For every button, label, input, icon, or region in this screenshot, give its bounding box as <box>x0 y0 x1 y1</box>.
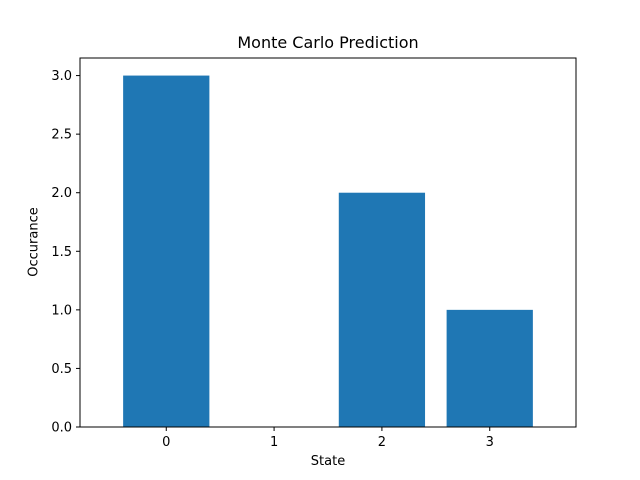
y-tick-label: 3.0 <box>51 69 72 84</box>
y-tick-label: 2.5 <box>51 128 72 143</box>
bar-state-0 <box>123 75 210 428</box>
y-tick-label: 1.0 <box>51 303 72 318</box>
x-tick-label: 2 <box>378 435 386 450</box>
y-tick-label: 2.0 <box>51 186 72 201</box>
y-tick-label: 1.5 <box>51 245 72 260</box>
bar-state-3 <box>446 309 533 427</box>
y-tick-label: 0.5 <box>51 362 72 377</box>
y-tick-label: 0.0 <box>51 421 72 436</box>
chart-title: Monte Carlo Prediction <box>237 33 419 52</box>
bars-group <box>123 75 533 428</box>
y-axis-label: Occurance <box>26 207 42 277</box>
x-axis-label: State <box>310 454 346 469</box>
ticks-group: 0 1 2 3 0.0 0.5 1.0 1.5 2.0 2.5 3.0 <box>51 69 494 450</box>
x-tick-label: 0 <box>162 435 170 450</box>
axes-frame <box>79 57 577 428</box>
bar-state-2 <box>338 192 426 427</box>
x-tick-label: 1 <box>270 435 278 450</box>
x-tick-label: 3 <box>486 435 494 450</box>
